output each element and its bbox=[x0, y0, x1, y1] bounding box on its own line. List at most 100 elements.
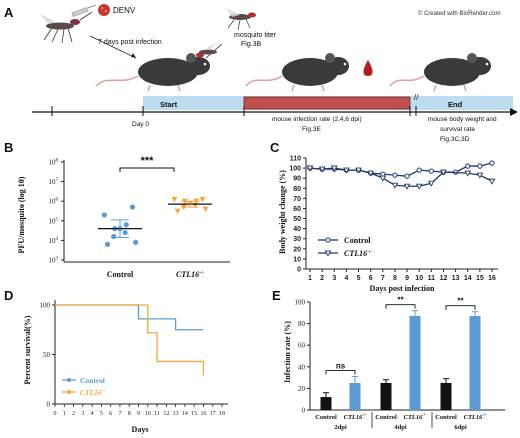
x-category-label: CTL16-/- bbox=[404, 412, 427, 421]
data-point bbox=[367, 170, 375, 177]
y-tick-label: 100 bbox=[40, 302, 51, 310]
y-tick-label: 70 bbox=[293, 196, 301, 203]
bar bbox=[349, 383, 361, 410]
body-weight-fig: Fig.3C,3D bbox=[440, 136, 470, 143]
y-ticks: 0 10 20 30 40 50 60 70 80 90 100 110 bbox=[289, 156, 306, 274]
data-point bbox=[306, 165, 314, 172]
x-tick-label: 18 bbox=[219, 411, 225, 417]
x-tick-label: 10 bbox=[145, 411, 151, 417]
x-tick-label: 5 bbox=[357, 275, 361, 282]
x-tick-label: 16 bbox=[488, 275, 496, 282]
bar bbox=[469, 316, 481, 410]
panel-label-c: C bbox=[270, 140, 280, 155]
x-category-label: Control bbox=[435, 414, 457, 421]
x-tick-label: 0 bbox=[54, 411, 57, 417]
data-point bbox=[122, 229, 128, 236]
data-point bbox=[477, 163, 483, 169]
data-point bbox=[129, 204, 136, 210]
x-category-label: CTL16-/- bbox=[464, 412, 487, 421]
significance-label: ** bbox=[457, 297, 464, 306]
data-point bbox=[330, 165, 338, 172]
y-tick-label: 107 bbox=[49, 178, 59, 186]
legend-marker bbox=[67, 390, 71, 394]
y-ticks: 103 104 105 106 107 108 bbox=[49, 158, 64, 265]
significance-label: *** bbox=[141, 155, 155, 167]
data-point bbox=[355, 167, 362, 174]
data-point bbox=[428, 168, 434, 174]
legend: Control CTL16-/- bbox=[318, 236, 372, 258]
data-point bbox=[391, 182, 399, 189]
denv-label: DENV bbox=[113, 6, 136, 15]
significance-line bbox=[325, 370, 356, 375]
x-tick-label: 7 bbox=[381, 275, 385, 282]
data-point bbox=[171, 196, 178, 203]
y-axis-label: Percent survival(%) bbox=[23, 315, 32, 384]
panel-a: A © Created with BioRender.com DENV 7 da… bbox=[4, 4, 518, 143]
data-point bbox=[101, 212, 107, 218]
data-point bbox=[416, 167, 422, 173]
data-point bbox=[343, 167, 350, 174]
panel-c: C Body weight change (%) 010203040506070… bbox=[270, 140, 498, 293]
x-tick-label: 8 bbox=[128, 411, 131, 417]
y-tick-label: 50 bbox=[43, 351, 51, 359]
significance-line bbox=[385, 304, 416, 309]
x-category-label: CTL16-/- bbox=[176, 270, 204, 279]
x-category-label: CTL16-/- bbox=[344, 412, 367, 421]
bar bbox=[440, 383, 452, 410]
data-point bbox=[318, 166, 326, 173]
significance-bracket: *** bbox=[119, 155, 175, 172]
x-categories: Control CTL16-/- Control CTL16-/- Control CTL… bbox=[315, 412, 487, 431]
x-tick-label: 14 bbox=[182, 411, 188, 417]
data-point bbox=[427, 180, 435, 187]
data-point bbox=[403, 183, 411, 190]
mouse-icon bbox=[95, 53, 210, 92]
x-tick-label: 11 bbox=[154, 411, 160, 417]
legend-marker bbox=[67, 378, 71, 382]
data-point bbox=[133, 239, 139, 245]
data-point bbox=[440, 169, 447, 176]
titer-mosquito-icon bbox=[226, 8, 256, 31]
y-tick-label: 20 bbox=[293, 246, 301, 253]
y-ticks: 0 20 40 60 80 100 bbox=[295, 299, 310, 415]
infection-rate-fig: Fig.3E bbox=[302, 126, 321, 133]
x-tick-label: 10 bbox=[415, 275, 423, 282]
data-point bbox=[123, 222, 129, 228]
x-tick-label: 11 bbox=[428, 275, 436, 282]
y-tick-label: 30 bbox=[293, 236, 301, 243]
panel-label-e: E bbox=[272, 288, 281, 303]
bar bbox=[320, 397, 332, 410]
timeline-end-label: End bbox=[448, 100, 463, 109]
data-point bbox=[404, 173, 410, 179]
x-category-label: Control bbox=[375, 414, 397, 421]
panel-e: E Infection rate (%) 0 20 40 60 80 100 Contro… bbox=[272, 288, 505, 431]
legend-label: CTL16-/- bbox=[80, 388, 107, 397]
x-tick-label: 9 bbox=[405, 275, 409, 282]
denv-virus-icon bbox=[98, 4, 110, 16]
y-tick-label: 110 bbox=[290, 156, 301, 163]
data-point bbox=[392, 172, 398, 178]
significance-brackets: ns ** ** bbox=[325, 296, 476, 375]
mosquito-titer-label: mosquito titer bbox=[234, 32, 277, 39]
x-tick-label: 1 bbox=[63, 411, 66, 417]
x-tick-label: 7 bbox=[118, 411, 121, 417]
biorender-credit: © Created with BioRender.com bbox=[418, 10, 500, 17]
panel-label-b: B bbox=[4, 140, 13, 155]
y-tick-label: 0 bbox=[47, 401, 51, 409]
survival-curve bbox=[55, 304, 204, 331]
bars bbox=[320, 310, 481, 410]
data-point bbox=[202, 206, 209, 213]
timeline-start-label: Start bbox=[160, 100, 178, 109]
y-tick-label: 40 bbox=[293, 226, 301, 233]
x-axis-label: Days bbox=[132, 425, 149, 434]
x-tick-label: 13 bbox=[173, 411, 179, 417]
legend-label: Control bbox=[344, 236, 371, 245]
x-tick-label: 14 bbox=[464, 275, 472, 282]
x-categories: Control CTL16-/- bbox=[107, 270, 205, 279]
x-ticks: 0 1 2 3 4 5 6 7 8 9 10 11 12 13 14 15 16 17 18 bbox=[54, 404, 225, 417]
x-tick-label: 9 bbox=[137, 411, 140, 417]
y-tick-label: 90 bbox=[293, 176, 301, 183]
y-axis-label: Infection rate (%) bbox=[283, 321, 292, 383]
days-post-infection-label: 7 days post infection bbox=[98, 39, 162, 46]
